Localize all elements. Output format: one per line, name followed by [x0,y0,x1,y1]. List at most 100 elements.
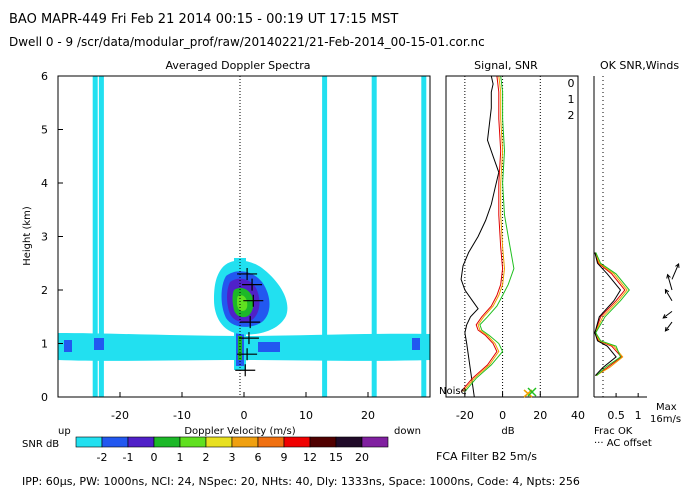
clutter-spikes [92,76,427,397]
series-line-0 [460,76,504,392]
peak-marker [237,348,258,361]
signal-legend: 0 1 2 [568,77,575,122]
x-tick-label: -20 [111,409,129,422]
spectra-image [58,76,430,397]
x-tick-label: 1 [635,409,642,422]
spectra-panel: Averaged Doppler Spectra -20 -10 0 10 200123… [22,59,431,464]
y-tick-label: 3 [41,231,48,244]
x-tick-label: 40 [571,409,585,422]
clutter-spike [92,76,98,397]
signal-xlabel: dB [501,426,514,437]
wind-arrows [662,262,680,332]
cross-marker-green [527,387,537,397]
colorbar-tick-label: 1 [177,451,184,464]
colorbar-tick-label: 6 [255,451,262,464]
colorbar-swatch [205,436,233,448]
wind-arrow-head [662,314,668,319]
peak-markers [235,267,264,377]
series-line-2 [464,76,515,392]
wind-max-value: 16m/s [650,414,681,425]
series-line-signal [460,76,500,397]
signal-axes: -20 0 20 40 [456,392,585,422]
y-tick-label: 2 [41,284,48,297]
x-tick-label: 0 [499,409,506,422]
colorbar: -2 -1 0 1 2 3 6 9 12 15 20 [75,436,389,464]
ok-series-line-1 [594,252,628,377]
wind-arrow-head [664,288,670,294]
peak-marker [235,364,256,377]
colorbar-tick-label: -1 [123,451,134,464]
x-tick-label: 20 [533,409,547,422]
ok-xlabel: Frac OK [594,426,633,437]
colorbar-tick-label: -2 [97,451,108,464]
signal-frame [445,75,579,398]
colorbar-swatch [309,436,337,448]
legend-item: 1 [568,93,575,106]
label-up: up [58,426,71,437]
x-tick-label: 0.5 [607,409,625,422]
colorbar-tick-label: 0 [151,451,158,464]
spectra-title: Averaged Doppler Spectra [165,59,310,72]
clutter-spike [322,76,328,397]
wind-arrow [665,321,673,332]
noise-annotation: Noise [439,386,467,397]
colorbar-swatch [231,436,259,448]
zero-velocity-peak [238,336,242,360]
x-tick-label: 0 [241,409,248,422]
series-line-1 [462,76,506,392]
ok-series-line-2 [595,252,630,376]
y-tick-label: 5 [41,124,48,137]
colorbar-tick-label: 3 [229,451,236,464]
x-tick-label: 20 [361,409,375,422]
signal-panel: Signal, SNR -20 0 20 40 dB Noise 0 1 2 [439,59,585,437]
colorbar-swatch [361,436,389,448]
wind-arrow [667,274,673,291]
signal-lines [460,76,541,397]
footer-params: IPP: 60µs, PW: 1000ns, NCI: 24, NSpec: 2… [22,475,580,488]
spectra-axes: -20 -10 0 10 20 0 1 2 3 4 5 6 [41,70,375,422]
filter-label: FCA Filter B2 5m/s [436,450,537,463]
ok-panel: OK SNR,Winds 0.5 1 Frac OK ··· AC offset … [593,59,681,449]
ok-axes: 0.5 1 [607,393,642,422]
ok-title: OK SNR,Winds [600,59,679,72]
peak-marker [242,278,263,291]
ok-series-line-0 [594,252,626,377]
wind-arrow [662,310,673,319]
colorbar-swatch [75,436,103,448]
header-line1: BAO MAPR-449 Fri Feb 21 2014 00:15 - 00:… [9,12,399,27]
peak-marker [238,332,259,345]
colorbar-tick-label: 9 [281,451,288,464]
y-tick-label: 6 [41,70,48,83]
clutter-spike [371,76,377,397]
colorbar-swatch [283,436,311,448]
cross-markers [523,387,537,398]
noise-band-dark [64,338,420,352]
colorbar-tick-label: 20 [355,451,369,464]
ok-series-line-ok [594,252,622,376]
colorbar-swatch [127,436,155,448]
spectra-ylabel: Height (km) [22,206,33,266]
wind-arrow-head [675,262,680,268]
label-down: down [394,426,421,437]
peak-marker [240,316,261,329]
wind-max-label: Max [656,402,677,413]
peak-marker [237,267,258,280]
colorbar-tick-label: 2 [203,451,210,464]
colorbar-swatch [335,436,363,448]
y-tick-label: 4 [41,177,48,190]
x-tick-label: -20 [456,409,474,422]
colorbar-swatch [101,436,129,448]
legend-item: 2 [568,109,575,122]
wind-arrow-head [666,273,671,279]
x-tick-label: 10 [299,409,313,422]
clutter-spike [98,76,104,397]
spectra-xlabel: Doppler Velocity (m/s) [184,426,295,437]
header-line2: Dwell 0 - 9 /scr/data/modular_prof/raw/2… [9,35,485,49]
wind-arrow [671,263,680,280]
ok-note: ··· AC offset [594,438,652,449]
x-tick-label: -10 [173,409,191,422]
signal-title: Signal, SNR [474,59,538,72]
colorbar-tick-label: 12 [303,451,317,464]
y-tick-label: 1 [41,338,48,351]
